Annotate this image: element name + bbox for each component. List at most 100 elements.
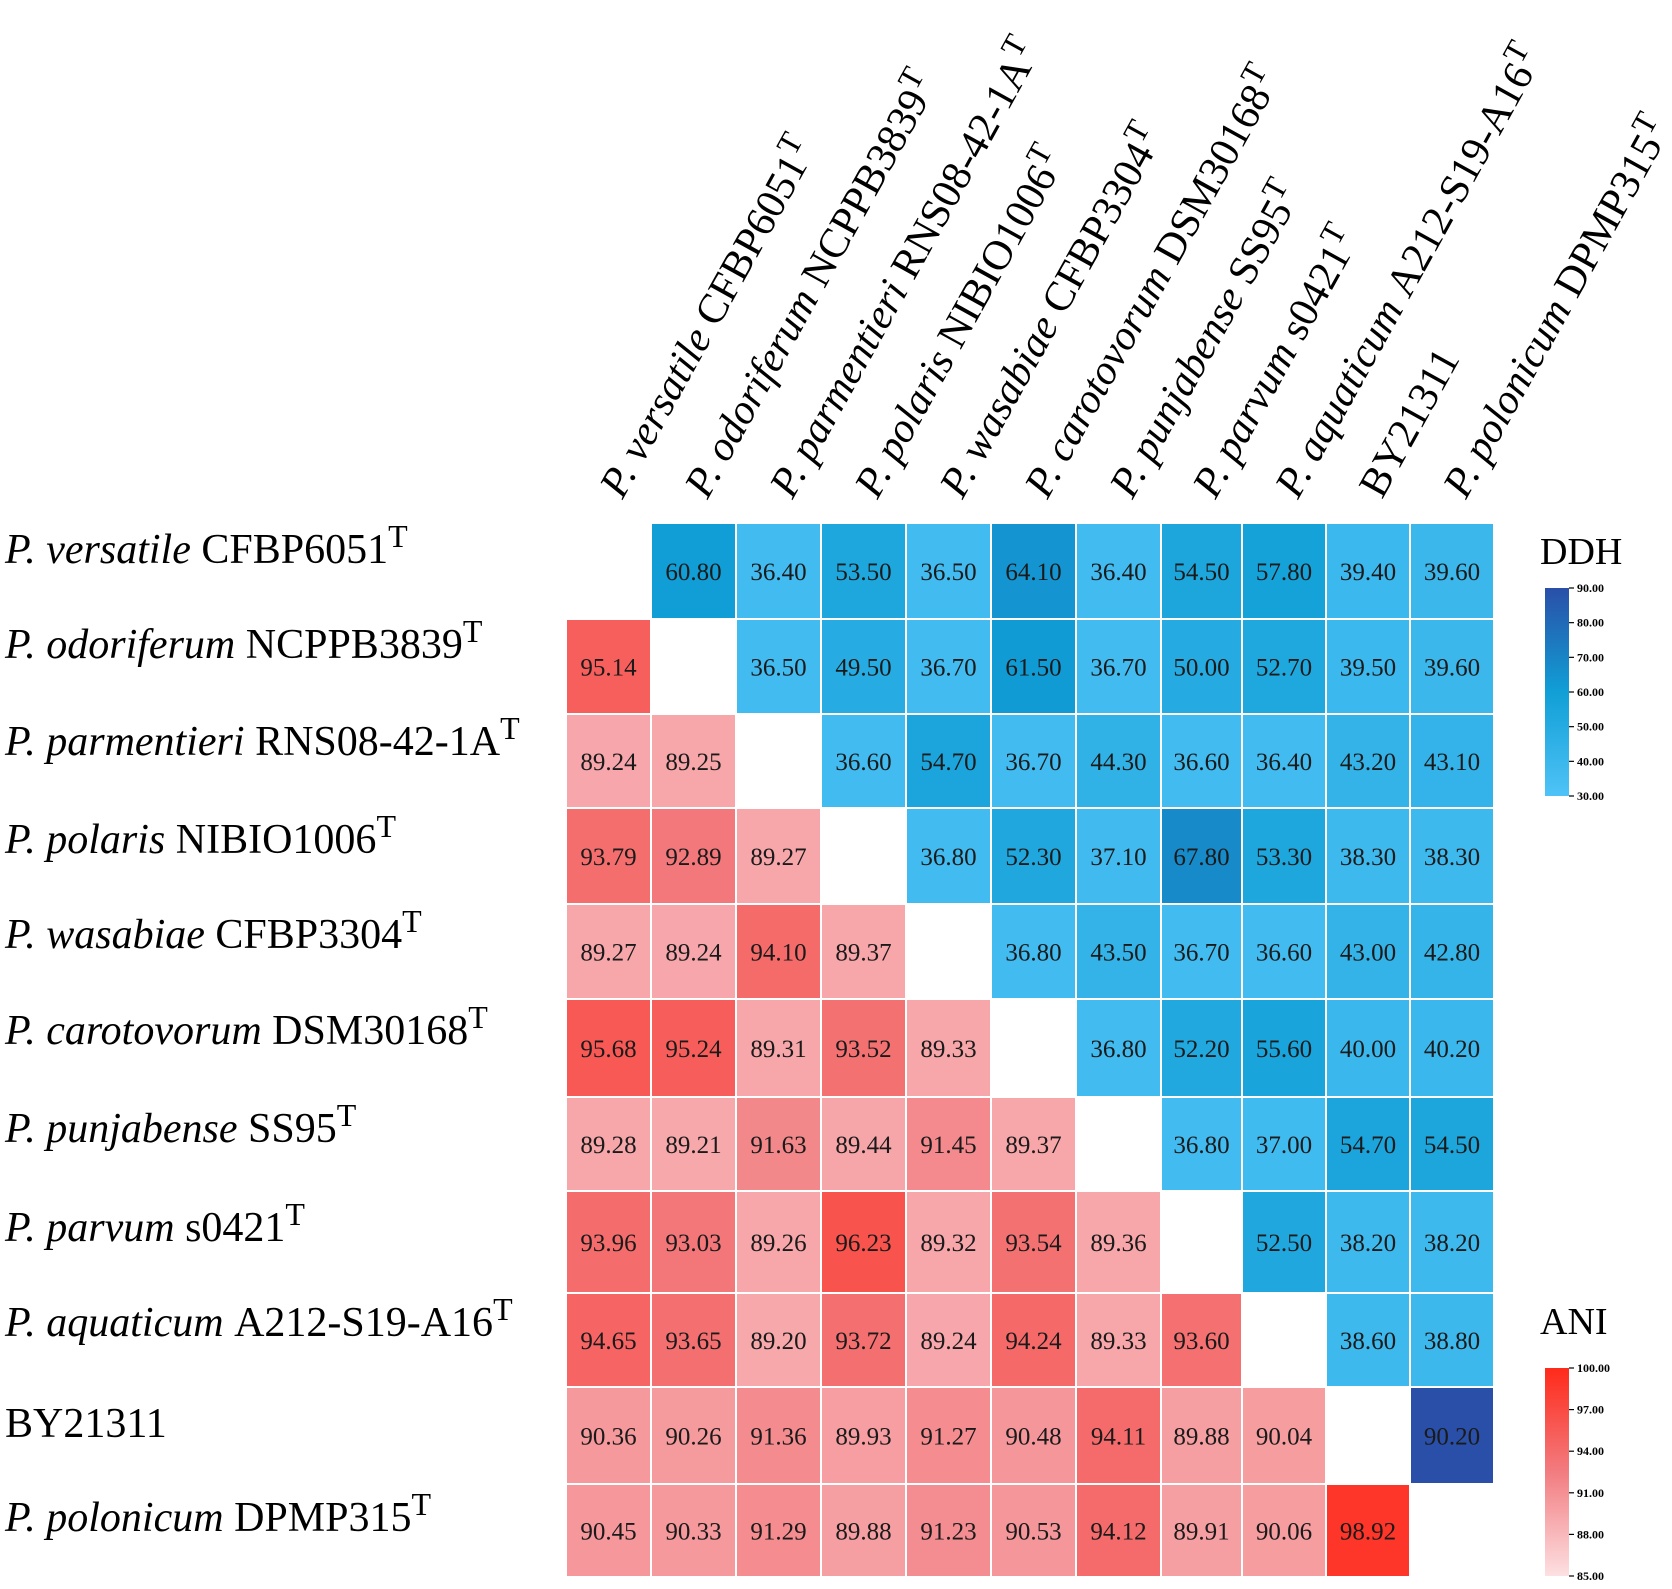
ddh-value-label: 67.80 — [1173, 844, 1229, 871]
ddh-value-label: 52.20 — [1173, 1036, 1229, 1063]
ddh-tick-label: 40.00 — [1577, 754, 1604, 768]
ani-cell — [820, 998, 907, 1098]
ddh-cell — [1075, 618, 1162, 715]
ddh-value-label: 57.80 — [1256, 559, 1312, 586]
ani-cell — [990, 1096, 1077, 1192]
ddh-cell — [1241, 618, 1327, 715]
ddh-cell — [1160, 713, 1243, 809]
ddh-cell — [1409, 903, 1495, 1000]
ani-value-label: 92.89 — [665, 844, 721, 871]
ddh-value-label: 36.60 — [1173, 749, 1229, 776]
row-label: BY21311 — [5, 1401, 167, 1447]
ani-cell — [650, 1483, 737, 1578]
ddh-value-label: 60.80 — [665, 559, 721, 586]
ddh-value-label: 36.70 — [1173, 940, 1229, 967]
ani-value-label: 89.37 — [835, 940, 891, 967]
ddh-value-label: 36.50 — [920, 559, 976, 586]
ani-value-label: 89.37 — [1005, 1132, 1061, 1159]
ddh-cell — [1241, 713, 1327, 809]
ani-cell — [565, 618, 652, 715]
ddh-cell — [650, 522, 737, 620]
ddh-cell — [1325, 1190, 1411, 1294]
ani-cell — [735, 807, 822, 905]
ddh-value-label: 38.30 — [1340, 844, 1396, 871]
ani-value-label: 89.25 — [665, 749, 721, 776]
ddh-value-label: 42.80 — [1424, 940, 1480, 967]
ddh-value-label: 36.40 — [1090, 559, 1146, 586]
ddh-value-label: 49.50 — [835, 655, 891, 682]
ani-cell — [820, 1190, 907, 1294]
row-labels: P. versatile CFBP6051T P. odoriferum NCPP… — [4, 518, 520, 1541]
ddh-cell — [1075, 807, 1162, 905]
ddh-value-label: 43.20 — [1340, 749, 1396, 776]
ddh-value-label: 36.80 — [1090, 1036, 1146, 1063]
ani-value-label: 91.36 — [750, 1424, 806, 1451]
ddh-value-label: 50.00 — [1173, 655, 1229, 682]
ani-cell — [990, 1190, 1077, 1294]
ani-cell — [650, 903, 737, 1000]
ani-cell — [820, 1483, 907, 1578]
ani-value-label: 93.52 — [835, 1036, 891, 1063]
ddh-cell — [1160, 807, 1243, 905]
ddh-value-label: 36.80 — [920, 844, 976, 871]
ani-value-label: 93.79 — [580, 844, 636, 871]
ani-value-label: 94.10 — [750, 940, 806, 967]
ani-value-label: 94.24 — [1005, 1328, 1062, 1355]
ani-cell — [735, 1292, 822, 1388]
row-label: P. parvum s0421T — [4, 1196, 305, 1251]
ani-value-label: 89.31 — [750, 1036, 806, 1063]
ddh-value-label: 44.30 — [1090, 749, 1146, 776]
ddh-cell — [990, 903, 1077, 1000]
ddh-cell — [735, 522, 822, 620]
ddh-value-label: 38.60 — [1340, 1328, 1396, 1355]
ani-cell — [735, 998, 822, 1098]
ddh-value-label: 53.30 — [1256, 844, 1312, 871]
ddh-value-label: 55.60 — [1256, 1036, 1312, 1063]
row-label: P. polonicum DPMP315T — [4, 1486, 431, 1541]
ddh-cell — [820, 713, 907, 809]
ddh-cell — [1075, 903, 1162, 1000]
ddh-value-label: 54.70 — [1340, 1132, 1396, 1159]
ani-cell — [565, 713, 652, 809]
ddh-cell — [1325, 1096, 1411, 1192]
ddh-colorbar — [1545, 588, 1569, 796]
ddh-value-label: 38.20 — [1340, 1230, 1396, 1257]
ani-tick-label: 100.00 — [1577, 1361, 1610, 1375]
ddh-value-label: 36.40 — [1256, 749, 1312, 776]
ddh-value-label: 36.70 — [920, 655, 976, 682]
ani-value-label: 94.65 — [580, 1328, 636, 1355]
ddh-cell — [1409, 713, 1495, 809]
ani-cell — [820, 1096, 907, 1192]
ani-value-label: 89.20 — [750, 1328, 806, 1355]
ddh-value-label: 90.20 — [1424, 1424, 1480, 1451]
ani-cell — [565, 807, 652, 905]
ddh-value-label: 36.80 — [1173, 1132, 1229, 1159]
ani-value-label: 89.93 — [835, 1424, 891, 1451]
ddh-tick-label: 30.00 — [1577, 789, 1604, 803]
row-label: P. parmentieri RNS08-42-1AT — [4, 710, 520, 765]
ani-value-label: 90.48 — [1005, 1424, 1061, 1451]
ddh-tick-label: 90.00 — [1577, 581, 1604, 595]
ani-value-label: 89.27 — [750, 844, 806, 871]
heatmap-cells: 60.80 36.40 53.50 36.50 64.10 36.40 54.50 57.80… — [565, 522, 1495, 1578]
ddh-cell — [1325, 903, 1411, 1000]
ani-tick-label: 85.00 — [1577, 1569, 1604, 1583]
ani-value-label: 91.45 — [920, 1132, 976, 1159]
ddh-cell — [1075, 522, 1162, 620]
ani-tick-label: 97.00 — [1577, 1403, 1604, 1417]
ddh-cell — [1241, 903, 1327, 1000]
ddh-value-label: 38.80 — [1424, 1328, 1480, 1355]
ani-value-label: 89.32 — [920, 1230, 976, 1257]
ani-value-label: 89.24 — [580, 749, 637, 776]
ddh-cell — [1160, 1096, 1243, 1192]
ddh-cell — [1325, 713, 1411, 809]
ddh-value-label: 36.60 — [1256, 940, 1312, 967]
ddh-value-label: 54.50 — [1424, 1132, 1480, 1159]
ddh-cell — [1241, 522, 1327, 620]
ani-cell — [735, 903, 822, 1000]
row-label: P. aquaticum A212-S19-A16T — [4, 1291, 513, 1346]
ddh-value-label: 38.30 — [1424, 844, 1480, 871]
ani-value-label: 89.21 — [665, 1132, 721, 1159]
